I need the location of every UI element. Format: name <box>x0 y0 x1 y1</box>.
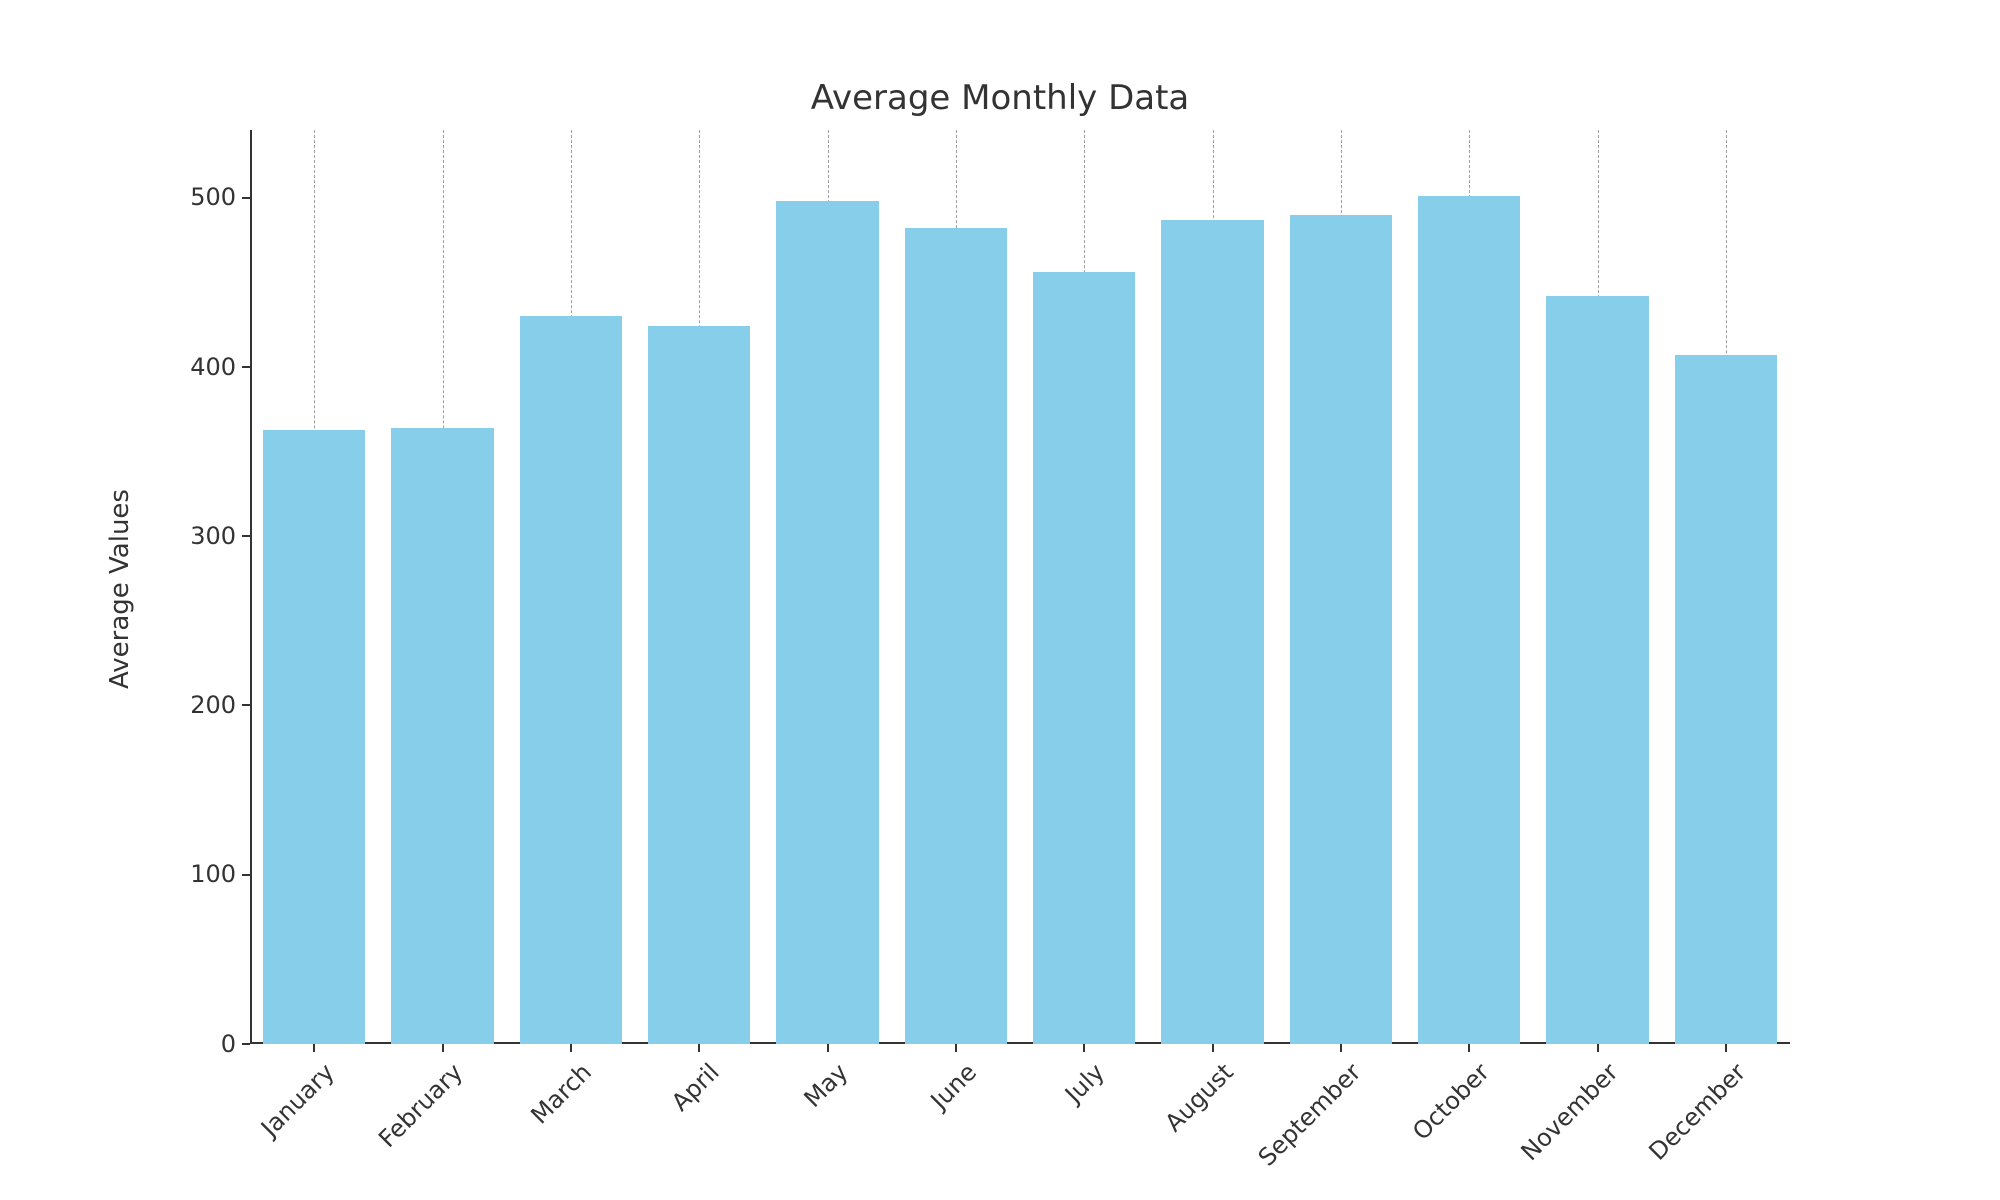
x-tick-label: March <box>525 1058 597 1130</box>
x-tick <box>955 1044 957 1052</box>
x-tick-label: December <box>1644 1058 1752 1166</box>
x-tick-label: July <box>1060 1058 1110 1108</box>
y-tick-label: 0 <box>150 1030 236 1058</box>
plot-area: JanuaryFebruaryMarchAprilMayJuneJulyAugu… <box>250 130 1790 1044</box>
bar <box>648 326 751 1044</box>
x-tick <box>1212 1044 1214 1052</box>
x-tick-label: June <box>925 1058 982 1115</box>
x-tick-label: January <box>256 1058 340 1142</box>
x-tick-label: October <box>1407 1058 1495 1146</box>
y-tick <box>242 704 250 706</box>
bar <box>1033 272 1136 1044</box>
y-tick <box>242 535 250 537</box>
y-tick-label: 100 <box>150 860 236 888</box>
x-tick <box>313 1044 315 1052</box>
y-tick <box>242 366 250 368</box>
chart-canvas: Average Monthly Data Average Values Janu… <box>0 0 2000 1200</box>
y-axis-spine <box>250 130 252 1044</box>
y-tick-label: 300 <box>150 522 236 550</box>
x-tick-label: May <box>798 1058 853 1113</box>
x-tick-label: September <box>1253 1058 1367 1172</box>
x-tick <box>1725 1044 1727 1052</box>
x-tick-label: February <box>373 1058 468 1153</box>
x-tick-label: November <box>1515 1058 1623 1166</box>
y-tick <box>242 197 250 199</box>
y-tick-label: 400 <box>150 353 236 381</box>
y-tick <box>242 1043 250 1045</box>
y-tick-label: 500 <box>150 183 236 211</box>
bar <box>1418 196 1521 1044</box>
bar <box>1546 296 1649 1044</box>
bar <box>905 228 1008 1044</box>
y-tick <box>242 874 250 876</box>
bar <box>1161 220 1264 1044</box>
bar <box>776 201 879 1044</box>
bar <box>1675 355 1778 1044</box>
x-tick <box>1468 1044 1470 1052</box>
chart-title: Average Monthly Data <box>0 78 2000 118</box>
bar <box>520 316 623 1044</box>
bar <box>1290 215 1393 1044</box>
x-tick <box>827 1044 829 1052</box>
x-tick-label: August <box>1159 1058 1238 1137</box>
y-axis-label: Average Values <box>105 132 135 1046</box>
bar <box>391 428 494 1044</box>
y-tick-label: 200 <box>150 691 236 719</box>
x-tick <box>698 1044 700 1052</box>
x-tick <box>1083 1044 1085 1052</box>
x-tick <box>570 1044 572 1052</box>
x-tick <box>1340 1044 1342 1052</box>
x-tick-label: April <box>666 1058 725 1117</box>
x-tick <box>442 1044 444 1052</box>
bar <box>263 430 366 1044</box>
x-tick <box>1597 1044 1599 1052</box>
